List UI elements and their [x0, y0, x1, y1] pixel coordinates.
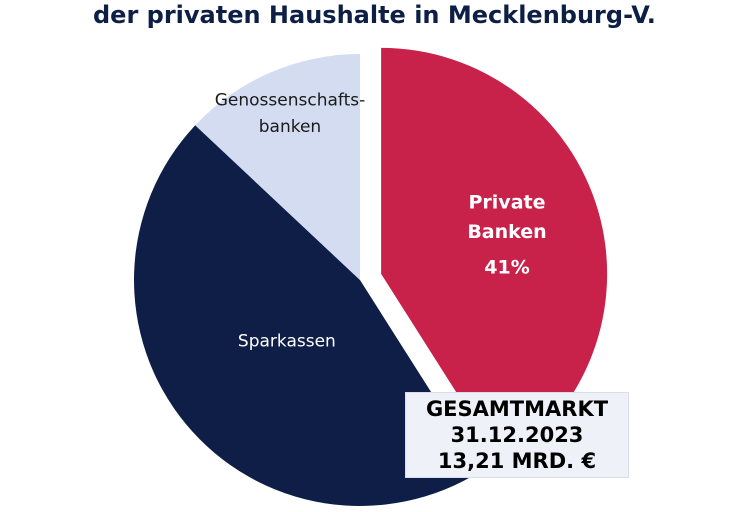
pie-slice-value-1: 41%: [484, 257, 529, 279]
total-market-box: GESAMTMARKT 31.12.2023 13,21 MRD. €: [405, 392, 629, 478]
pie-slice-2: [133, 125, 482, 507]
pie-slice-label-1: Private Banken: [467, 192, 546, 243]
pie-slices: [133, 47, 608, 507]
total-market-date: 31.12.2023: [450, 423, 584, 447]
total-market-volume: 13,21 MRD. €: [437, 449, 597, 473]
pie-slice-label-2: Sparkassen: [238, 331, 336, 351]
total-market-label: GESAMTMARKT: [425, 397, 609, 421]
pie-slice-label-3: Genossenschafts-banken: [215, 91, 366, 137]
chart-title: der privaten Haushalte in Mecklenburg-V.: [93, 1, 656, 29]
pie-slice-1: [381, 47, 608, 465]
pie-labels: Private Banken 41% Sparkassen Genossenschaft…: [215, 91, 547, 352]
pie-slice-3: [195, 54, 360, 280]
